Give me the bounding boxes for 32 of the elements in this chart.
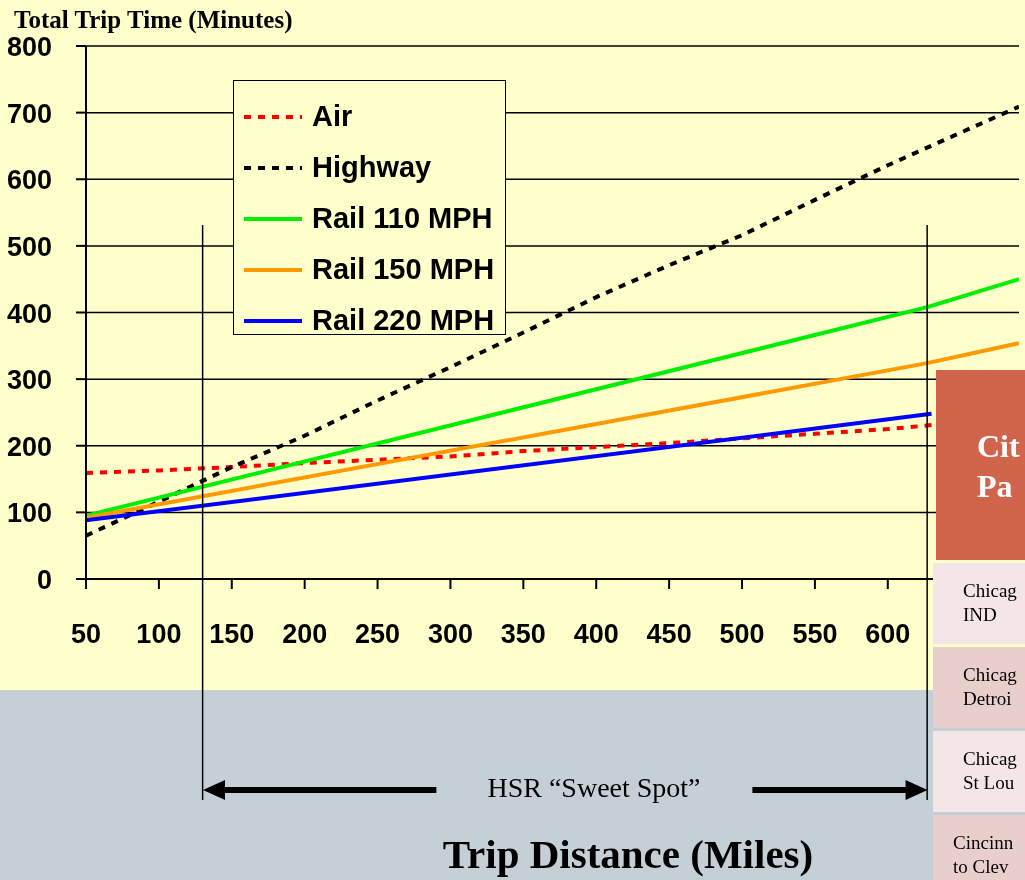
- y-tick-label: 200: [6, 431, 52, 462]
- x-tick-label: 500: [719, 619, 765, 649]
- x-tick-label: 250: [355, 619, 401, 649]
- x-tick-label: 400: [573, 619, 619, 649]
- x-tick-label: 350: [500, 619, 546, 649]
- annotation: Cit Pa: [936, 370, 1025, 560]
- line-series: [86, 423, 934, 476]
- chart-title: Total Trip Time (Minutes): [14, 6, 293, 34]
- y-tick-label: 600: [6, 165, 52, 196]
- y-tick-label: 700: [6, 98, 52, 129]
- y-tick-label: 400: [6, 298, 52, 329]
- y-tick-label: 0: [36, 565, 52, 595]
- legend-label: Rail 110 MPH: [312, 202, 493, 235]
- legend-label: Highway: [312, 151, 432, 184]
- legend-label: Air: [312, 100, 353, 133]
- x-tick-label: 200: [282, 619, 328, 649]
- x-tick-label: 50: [70, 619, 102, 649]
- x-tick-label: 150: [209, 619, 255, 649]
- text: HSR “Sweet Spot”: [486, 772, 702, 804]
- legend-label: Rail 220 MPH: [312, 304, 495, 337]
- y-tick-label: 500: [6, 231, 52, 262]
- x-tick-label: 600: [865, 619, 911, 649]
- x-tick-label: 550: [792, 619, 838, 649]
- y-tick-label: 100: [6, 498, 52, 529]
- x-tick-label: 450: [646, 619, 692, 649]
- x-axis-title: Trip Distance (Miles): [442, 831, 814, 877]
- table: Cit Pa Chicag IND Chicag Detroi Chicag St Lou Cincinn to Clev: [933, 370, 1025, 880]
- x-tick-label: 300: [427, 619, 473, 649]
- y-tick-label: 300: [6, 365, 52, 396]
- x-tick-label: 100: [136, 619, 182, 649]
- legend-label: Rail 150 MPH: [312, 253, 495, 286]
- y-tick-label: 800: [6, 32, 52, 62]
